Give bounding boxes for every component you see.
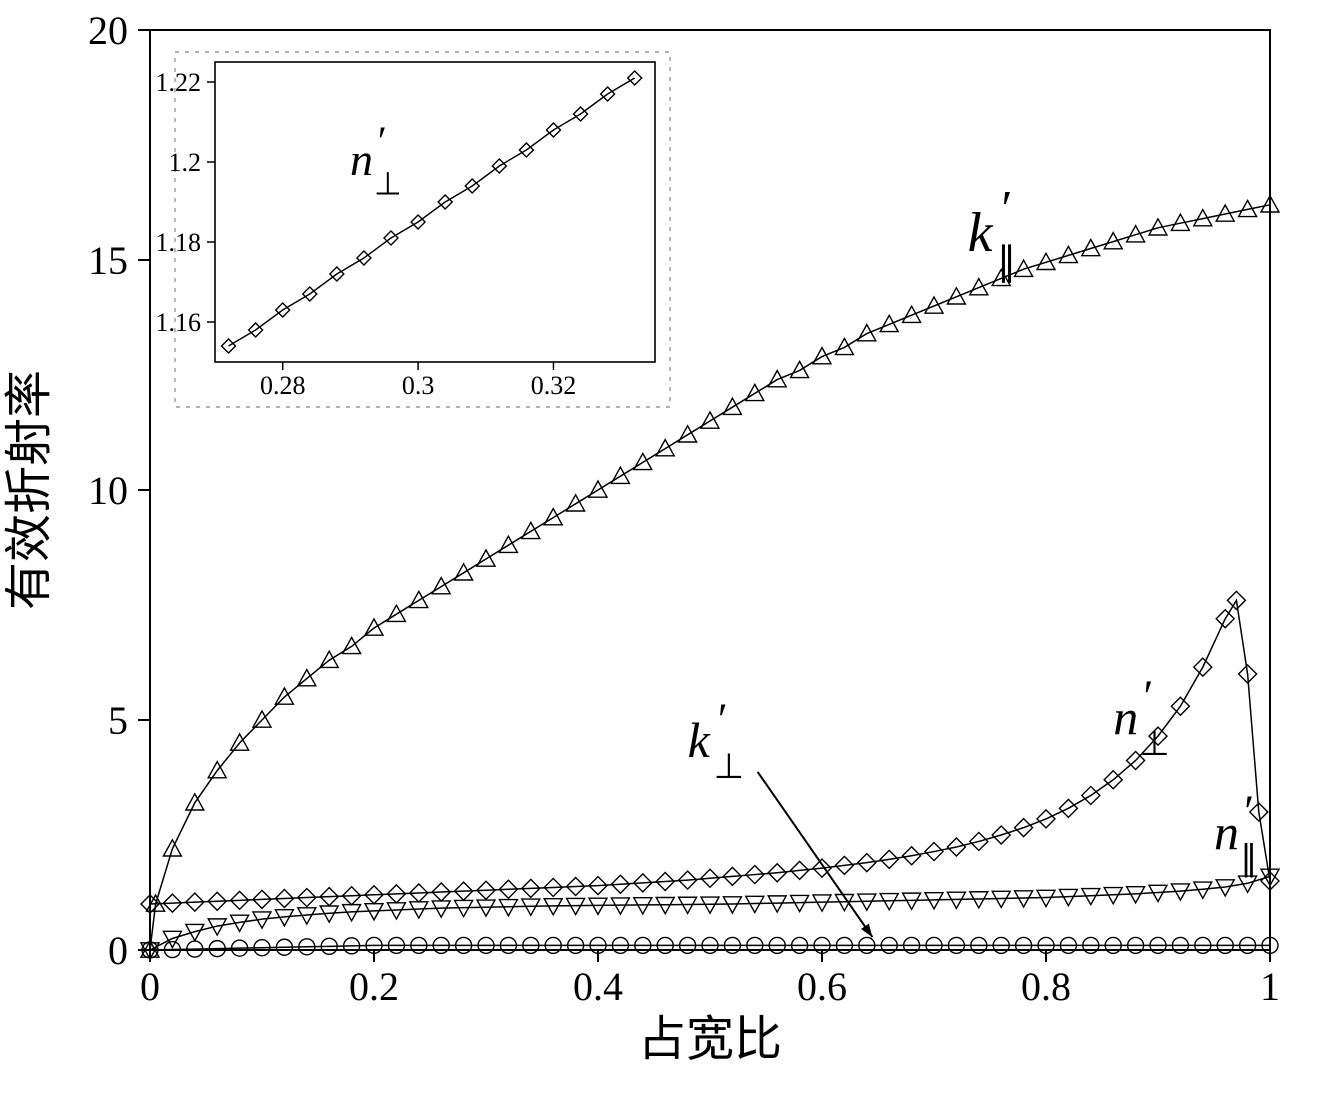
y-tick-label: 20 xyxy=(88,8,128,53)
y-axis-label: 有效折射率 xyxy=(3,370,56,610)
label-n-parallel: n′∥ xyxy=(1214,786,1258,878)
x-tick-label: 0.8 xyxy=(1021,964,1071,1009)
inset-x-tick-label: 0.3 xyxy=(402,371,435,400)
inset-y-tick-label: 1.18 xyxy=(156,228,202,257)
svg-text:∥: ∥ xyxy=(1240,839,1258,878)
svg-text:n: n xyxy=(1214,804,1239,860)
inset-chart: 0.28 0.3 0.32 1.16 1.18 1.2 1.22 n′⊥ xyxy=(156,52,671,407)
x-tick-label: 0.4 xyxy=(573,964,623,1009)
y-axis-label-group: 有效折射率 xyxy=(3,370,56,610)
svg-text:′: ′ xyxy=(375,117,385,163)
svg-text:k: k xyxy=(968,202,994,264)
k-perp-arrowhead xyxy=(861,924,872,938)
inset-y-tick-label: 1.2 xyxy=(169,148,202,177)
svg-text:n: n xyxy=(350,134,373,185)
svg-text:∥: ∥ xyxy=(997,240,1017,283)
inset-y-tick-label: 1.22 xyxy=(156,68,202,97)
label-k-parallel: k′∥ xyxy=(968,181,1017,284)
y-tick-label: 5 xyxy=(108,698,128,743)
k-perp-arrow xyxy=(758,772,873,937)
label-k-perp: k′⊥ xyxy=(688,694,745,786)
x-tick-label: 0 xyxy=(140,964,160,1009)
inset-x-tick-label: 0.32 xyxy=(531,371,577,400)
chart-container: 00.20.40.60.8105101520占宽比有效折射率k′∥n′⊥n′∥k… xyxy=(0,0,1331,1097)
label-n-perp: n′⊥ xyxy=(1113,671,1170,763)
series-k-perp xyxy=(142,937,1278,958)
y-tick-label: 10 xyxy=(88,468,128,513)
x-tick-label: 0.2 xyxy=(349,964,399,1009)
x-tick-label: 1 xyxy=(1260,964,1280,1009)
svg-text:′: ′ xyxy=(715,694,726,744)
svg-text:′: ′ xyxy=(1141,671,1152,721)
svg-text:n: n xyxy=(1113,689,1138,745)
inset-x-tick-label: 0.28 xyxy=(260,371,306,400)
series-n-perp xyxy=(141,591,1279,913)
x-axis-label: 占宽比 xyxy=(638,1013,782,1066)
inset-y-tick-label: 1.16 xyxy=(156,308,202,337)
svg-text:′: ′ xyxy=(1242,786,1253,836)
x-tick-label: 0.6 xyxy=(797,964,847,1009)
y-tick-label: 0 xyxy=(108,928,128,973)
svg-text:⊥: ⊥ xyxy=(714,747,745,786)
svg-text:′: ′ xyxy=(998,181,1010,237)
y-tick-label: 15 xyxy=(88,238,128,283)
svg-text:⊥: ⊥ xyxy=(1139,724,1170,763)
chart-svg: 00.20.40.60.8105101520占宽比有效折射率k′∥n′⊥n′∥k… xyxy=(0,0,1331,1097)
svg-text:⊥: ⊥ xyxy=(374,165,402,201)
svg-text:k: k xyxy=(688,712,711,768)
